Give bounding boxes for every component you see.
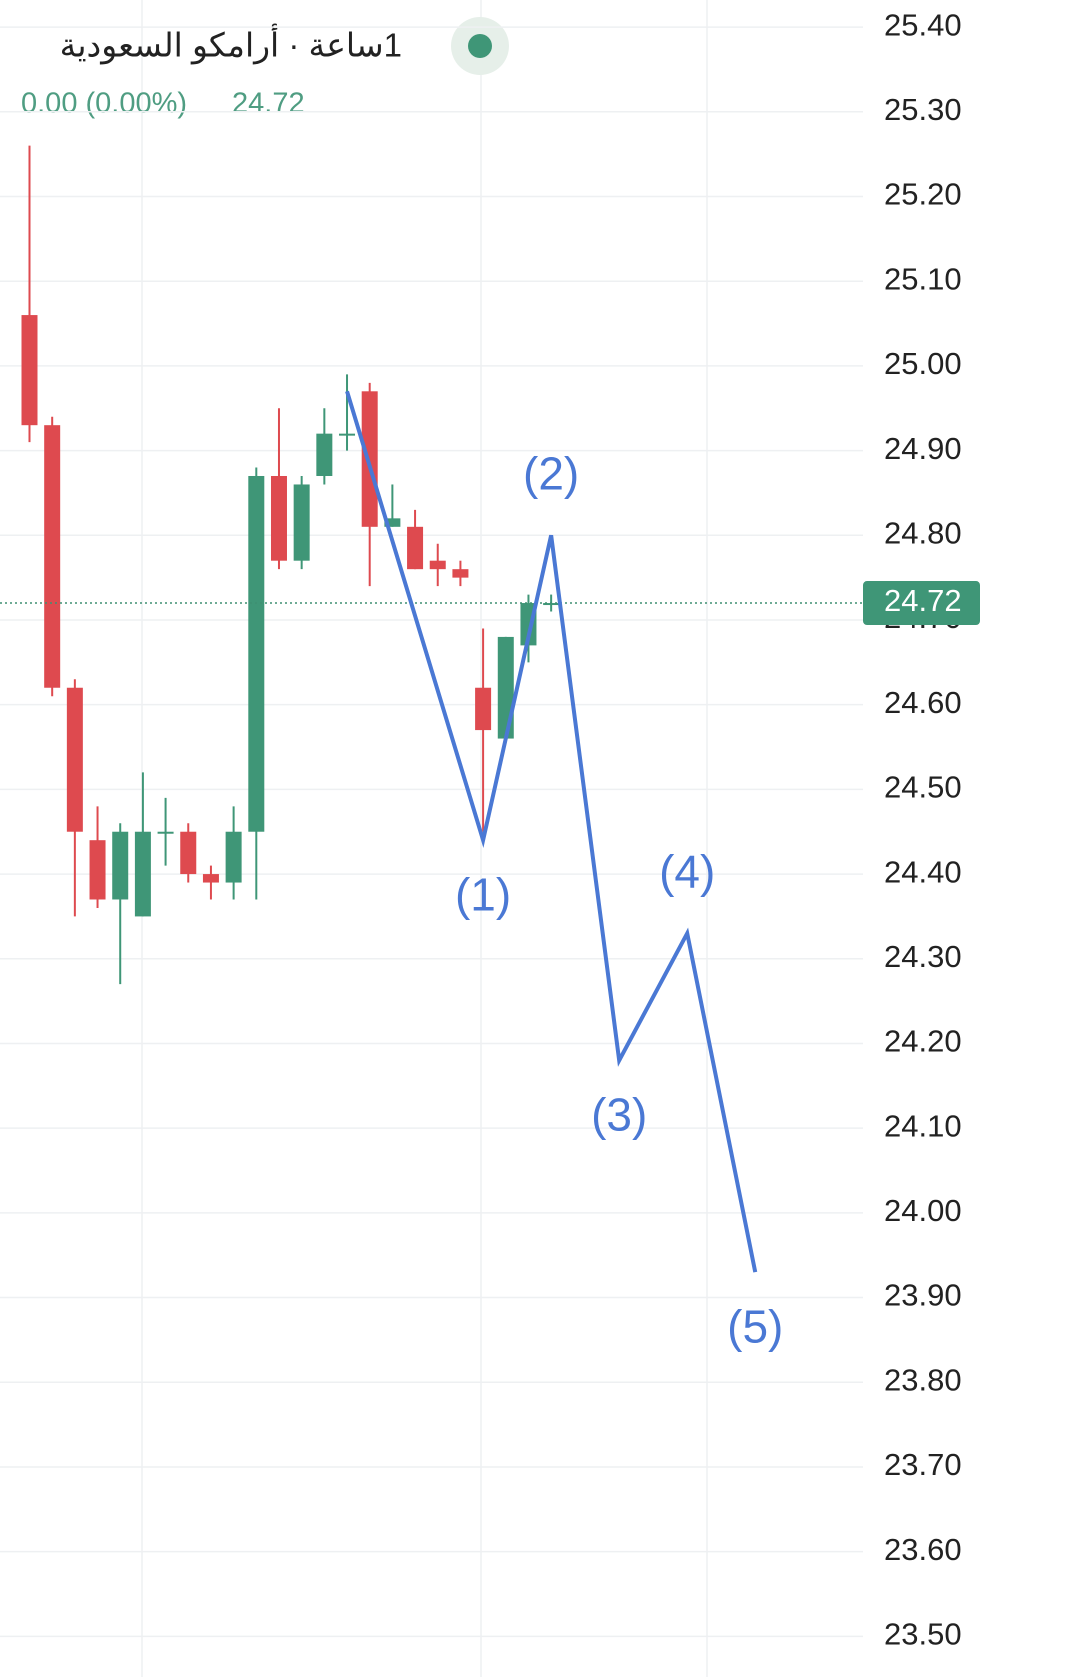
y-tick-label: 24.00 <box>884 1193 962 1228</box>
candle-body <box>180 831 197 875</box>
y-tick-label: 24.40 <box>884 854 962 889</box>
y-tick-label: 24.30 <box>884 939 962 974</box>
candle-body <box>134 831 151 917</box>
candle-body <box>361 391 378 527</box>
y-tick-label: 24.50 <box>884 770 962 805</box>
y-tick-label: 25.00 <box>884 346 962 381</box>
chart-title: 1ساعة · أرامكو السعودية <box>60 24 402 65</box>
last-price-label: 24.72 <box>884 583 962 618</box>
y-tick-label: 24.90 <box>884 431 962 466</box>
y-tick-label: 23.60 <box>884 1532 962 1567</box>
y-tick-label: 25.30 <box>884 92 962 127</box>
y-tick-label: 24.60 <box>884 685 962 720</box>
candle-body <box>293 484 310 561</box>
wave-label: (3) <box>591 1089 647 1141</box>
wave-label: (5) <box>727 1300 783 1352</box>
candle-body <box>339 433 356 436</box>
candle-body <box>407 526 424 570</box>
wave-label: (2) <box>523 447 579 499</box>
y-tick-label: 23.90 <box>884 1278 962 1313</box>
candle-body <box>202 874 219 883</box>
candle-body <box>316 433 333 476</box>
candle-body <box>497 636 514 739</box>
y-tick-label: 24.20 <box>884 1024 962 1059</box>
candle-body <box>384 518 401 527</box>
y-tick-label: 24.80 <box>884 515 962 550</box>
y-tick-label: 25.20 <box>884 177 962 212</box>
y-tick-label: 25.10 <box>884 261 962 296</box>
wave-line <box>345 390 758 1273</box>
candle-body <box>112 831 129 900</box>
candle-body <box>248 475 265 832</box>
candle-body <box>89 840 106 900</box>
change: 0.00 (0.00%) <box>21 88 187 120</box>
y-tick-label: 23.80 <box>884 1362 962 1397</box>
y-tick-label: 24.10 <box>884 1108 962 1143</box>
last-price-box <box>863 581 980 626</box>
candle-body <box>429 560 446 570</box>
candle-body <box>21 315 38 426</box>
y-tick-label: 23.70 <box>884 1447 962 1482</box>
candle-body <box>475 687 492 731</box>
candle-body <box>543 603 560 606</box>
candle-body <box>270 475 287 561</box>
last-price: 24.72 <box>232 88 305 120</box>
wave-label: (4) <box>659 846 715 898</box>
wave-label: (1) <box>455 868 511 920</box>
candle-body <box>452 569 469 578</box>
y-tick-label: 23.50 <box>884 1617 962 1652</box>
candle-body <box>225 831 242 883</box>
status-dot <box>468 34 492 58</box>
y-tick-label: 25.40 <box>884 7 962 42</box>
candle-body <box>66 687 83 832</box>
candle-body <box>44 425 61 688</box>
candle-body <box>157 831 174 834</box>
